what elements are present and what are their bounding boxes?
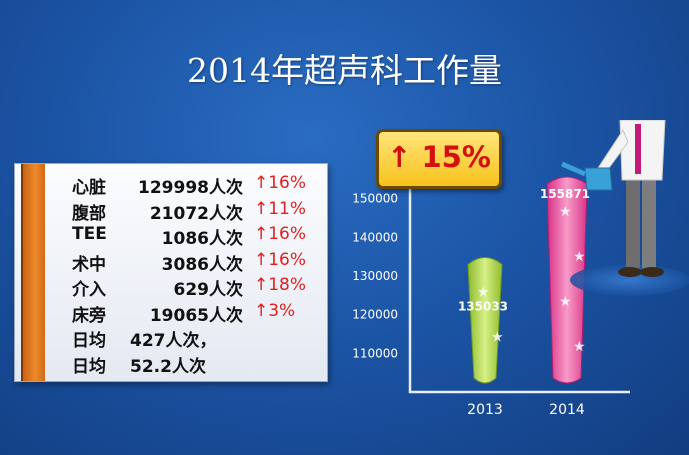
stat-value: 21072人次 (149, 203, 243, 224)
data-labels: 135033 155871 (458, 187, 590, 314)
stat-change: ↑16% (254, 224, 307, 244)
stat-name: TEE (72, 224, 107, 244)
daily-name: 日均 (72, 331, 106, 351)
chart-axes (408, 155, 630, 394)
y-axis-ticks: 110000 120000 130000 140000 150000 (352, 192, 398, 361)
data-label: 155871 (540, 187, 590, 201)
daily-value: 427人次， (130, 331, 217, 351)
y-tick-label: 140000 (352, 230, 398, 244)
star-decoration: ★ (491, 330, 504, 346)
star-decoration: ★ (559, 204, 572, 220)
y-tick-label: 150000 (352, 192, 398, 206)
stat-change: ↑18% (254, 275, 307, 295)
panel-accent-bar (21, 164, 45, 381)
stat-change: ↑11% (254, 198, 307, 219)
businessman-illustration (561, 120, 689, 296)
stat-value: 3086人次 (161, 254, 243, 275)
star-decoration: ★ (573, 339, 586, 355)
stat-name: 床旁 (72, 305, 106, 326)
axis-lines (408, 155, 630, 394)
stat-value: 1086人次 (161, 229, 243, 249)
stat-change: ↑16% (254, 249, 307, 270)
stat-change: ↑16% (254, 173, 307, 193)
y-tick-label: 130000 (352, 269, 398, 283)
x-category-label: 2014 (549, 402, 585, 418)
growth-badge: ↑ 15% (376, 129, 502, 189)
stat-value: 19065人次 (149, 305, 243, 326)
bar-2013 (467, 257, 503, 384)
y-tick-label: 110000 (352, 346, 398, 360)
daily-name: 日均 (72, 356, 106, 377)
star-decoration: ★ (573, 249, 586, 265)
stat-value: 129998人次 (138, 178, 243, 198)
star-decoration: ★ (559, 294, 572, 310)
stat-value: 629人次 (173, 280, 244, 300)
page-title: 2014年超声科工作量 (187, 51, 502, 90)
stat-name: 术中 (72, 254, 106, 275)
stat-name: 心脏 (72, 178, 106, 198)
daily-value: 52.2人次 (130, 356, 206, 377)
bar-2014 (546, 176, 588, 384)
workload-bar-chart: 110000 120000 130000 140000 150000 ★ ★ ★ ★ ★ ★ 20… (352, 120, 689, 418)
x-axis-categories: 2013 2014 (467, 402, 585, 418)
stats-panel (14, 163, 328, 382)
stat-name: 腹部 (72, 203, 106, 224)
x-category-label: 2013 (467, 402, 503, 418)
y-tick-label: 120000 (352, 308, 398, 322)
bar-series: ★ ★ ★ ★ ★ ★ (467, 176, 588, 384)
star-decoration: ★ (477, 285, 490, 301)
stat-change: ↑3% (254, 300, 296, 321)
stat-name: 介入 (72, 280, 106, 300)
data-label: 135033 (458, 300, 508, 314)
growth-badge-text: ↑ 15% (387, 140, 491, 174)
